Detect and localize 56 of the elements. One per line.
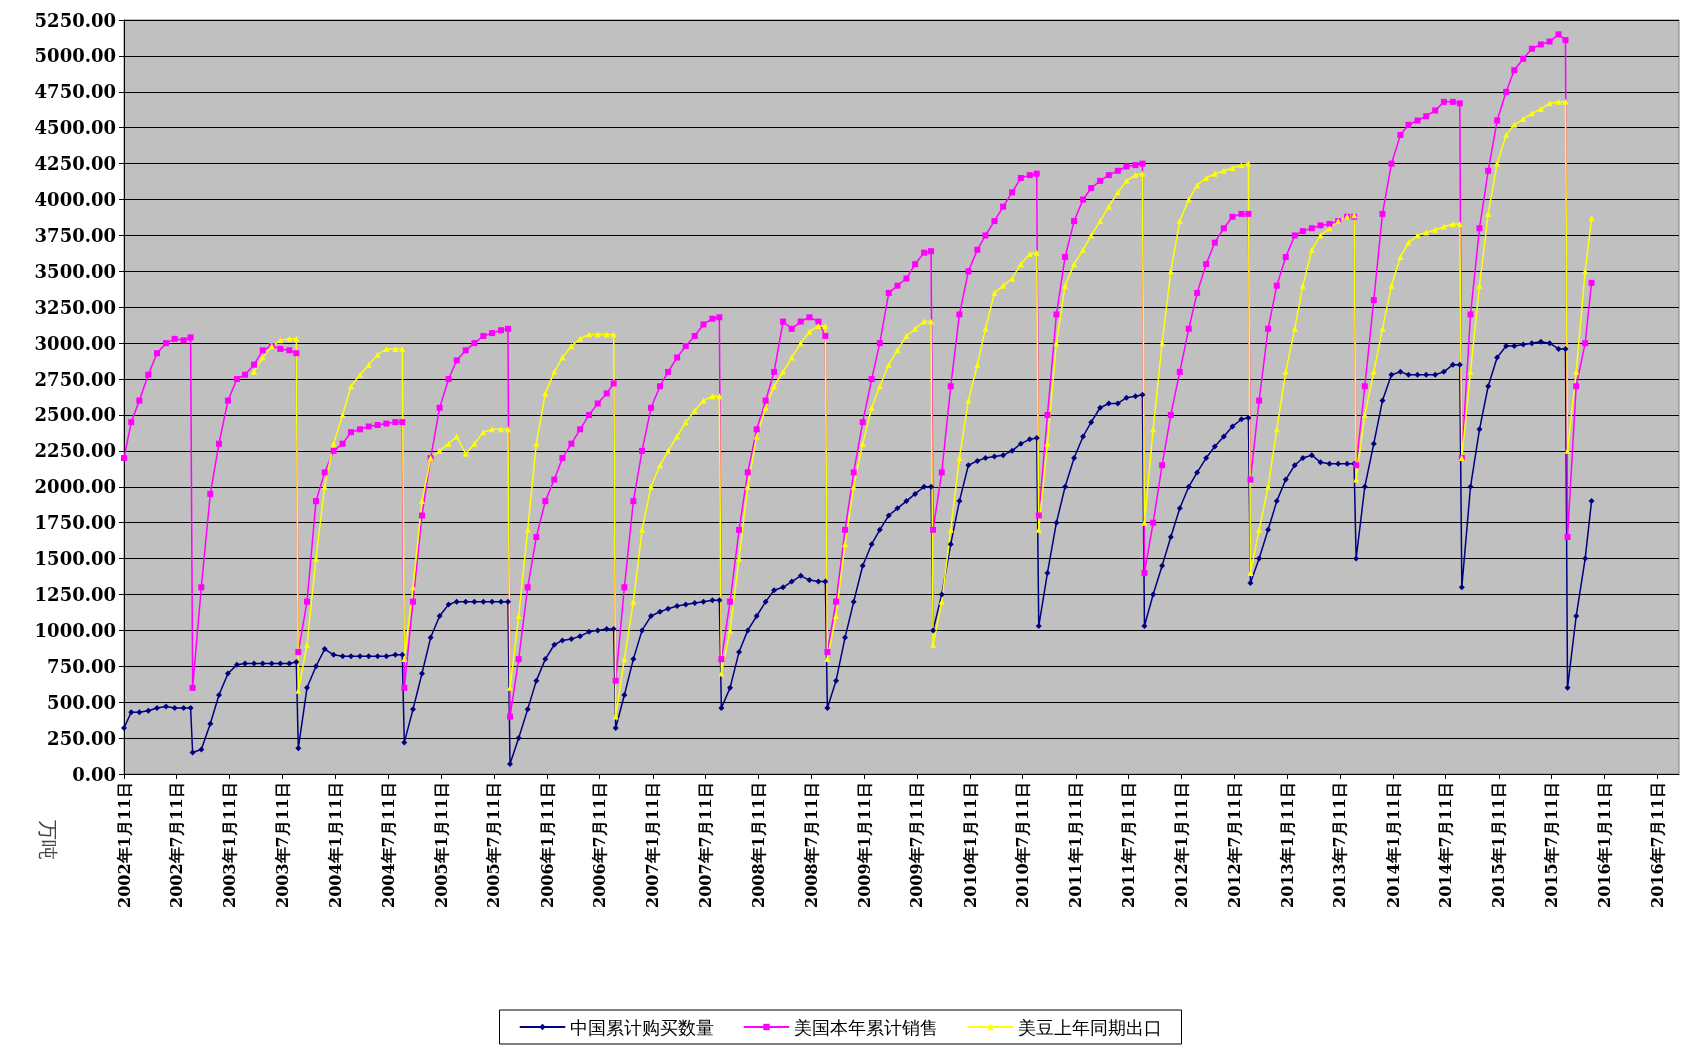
- x-tick-label: 2012年1月11日: [1172, 782, 1192, 908]
- x-tick-label: 2006年1月11日: [537, 782, 557, 908]
- y-tick-label: 750.00: [47, 655, 116, 677]
- y-tick-label: 2000.00: [34, 476, 116, 498]
- x-tick-label: 2014年1月11日: [1383, 782, 1403, 908]
- y-tick-label: 4250.00: [34, 153, 116, 175]
- y-tick-label: 3250.00: [34, 296, 116, 318]
- y-tick-label: 4000.00: [34, 189, 116, 211]
- x-tick-label: 2012年7月11日: [1224, 782, 1244, 908]
- x-tick-label: 2003年7月11日: [272, 782, 292, 908]
- legend-label: 美国本年累计销售: [793, 1016, 938, 1038]
- x-tick-label: 2005年7月11日: [484, 782, 504, 908]
- x-tick-label: 2013年1月11日: [1278, 782, 1297, 908]
- y-tick-label: 5250.00: [34, 9, 116, 31]
- y-tick-label: 2250.00: [34, 440, 116, 462]
- x-tick-label: 2009年7月11日: [907, 782, 927, 908]
- y-tick-label: 250.00: [47, 727, 116, 749]
- y-tick-label: 1250.00: [34, 583, 116, 605]
- y-tick-label: 1500.00: [34, 548, 116, 570]
- x-tick-label: 2007年7月11日: [695, 782, 715, 908]
- y-tick-label: 3750.00: [34, 224, 116, 246]
- y-tick-label: 3500.00: [34, 260, 116, 282]
- x-tick-label: 2016年1月11日: [1595, 782, 1615, 908]
- x-tick-label: 2014年7月11日: [1436, 782, 1456, 908]
- y-tick-label: 0.00: [72, 763, 116, 785]
- x-tick-label: 2015年7月11日: [1541, 782, 1561, 908]
- x-tick-label: 2011年1月11日: [1066, 782, 1086, 908]
- x-tick-label: 2011年7月11日: [1118, 782, 1138, 908]
- y-tick-label: 2750.00: [34, 368, 116, 390]
- x-tick-label: 2010年7月11日: [1013, 782, 1033, 908]
- x-tick-label: 2010年1月11日: [960, 782, 980, 908]
- y-tick-label: 2500.00: [34, 404, 116, 426]
- x-tick-label: 2016年7月11日: [1647, 782, 1667, 908]
- y-tick-label: 5000.00: [34, 45, 116, 67]
- y-tick-label: 3000.00: [34, 332, 116, 354]
- x-tick-label: 2004年7月11日: [378, 782, 398, 908]
- legend-label: 美豆上年同期出口: [1017, 1016, 1162, 1038]
- y-tick-label: 500.00: [47, 691, 116, 713]
- x-tick-label: 2002年1月11日: [114, 782, 134, 908]
- x-tick-label: 2008年1月11日: [748, 782, 768, 908]
- x-tick-label: 2009年1月11日: [854, 782, 874, 908]
- x-tick-label: 2008年7月11日: [801, 782, 821, 908]
- y-tick-label: 4500.00: [34, 117, 116, 139]
- x-tick-label: 2013年7月11日: [1330, 782, 1350, 908]
- y-tick-label: 4750.00: [34, 81, 116, 103]
- y-tick-label: 1000.00: [34, 619, 116, 641]
- y-axis-title: 万吨: [36, 820, 60, 860]
- x-tick-label: 2005年1月11日: [431, 782, 451, 908]
- x-tick-label: 2006年7月11日: [589, 782, 609, 908]
- x-tick-label: 2007年1月11日: [643, 782, 663, 908]
- x-tick-label: 2002年7月11日: [166, 782, 186, 908]
- legend-label: 中国累计购买数量: [569, 1016, 714, 1038]
- x-tick-label: 2004年1月11日: [325, 782, 345, 908]
- y-tick-label: 1750.00: [34, 512, 116, 534]
- x-tick-label: 2015年1月11日: [1489, 782, 1509, 908]
- x-tick-label: 2003年1月11日: [220, 782, 240, 908]
